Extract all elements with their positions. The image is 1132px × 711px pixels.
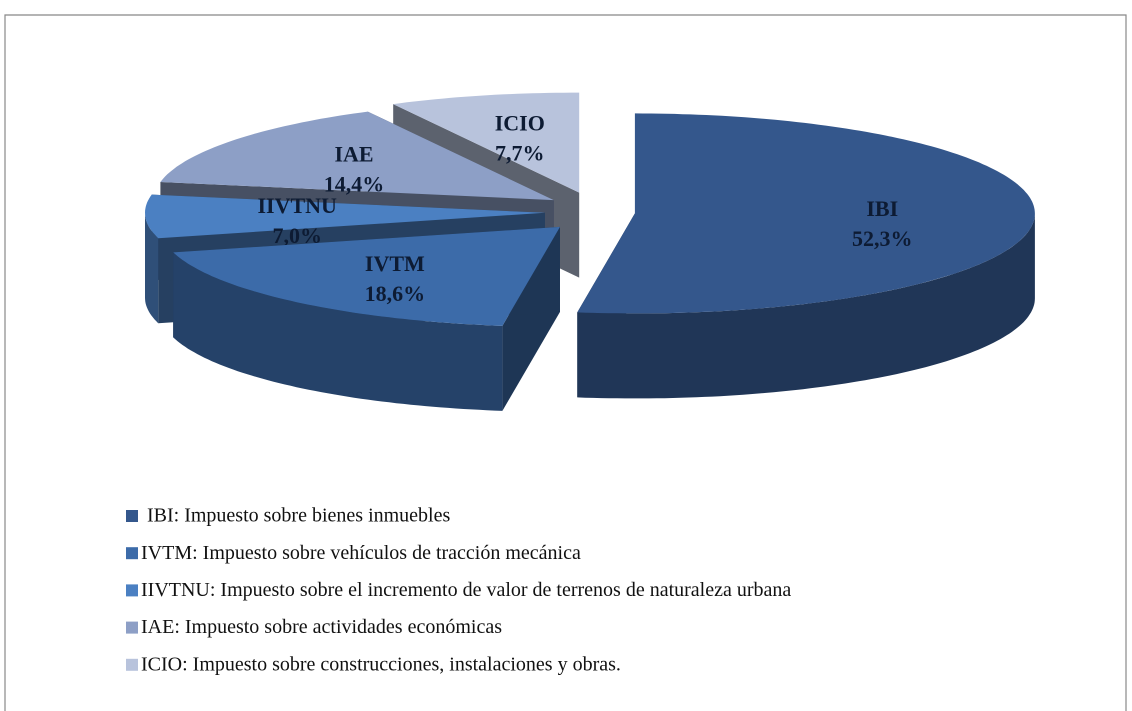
legend-swatch <box>126 584 138 597</box>
slice <box>577 113 1035 314</box>
slice-label: IBI <box>866 196 898 221</box>
legend-label: ICIO: Impuesto sobre construcciones, ins… <box>141 653 621 675</box>
slice-label: IIVTNU <box>257 193 337 218</box>
legend-label: IIVTNU: Impuesto sobre el incremento de … <box>141 579 791 601</box>
slice <box>160 111 554 201</box>
slice-label: IAE <box>334 141 373 166</box>
legend-swatch <box>126 547 138 560</box>
legend-label: IAE: Impuesto sobre actividades económic… <box>141 616 502 638</box>
chart-frame <box>4 14 1127 711</box>
slice-value-label: 18,6% <box>365 281 426 306</box>
legend-swatch <box>126 510 138 522</box>
legend-swatch <box>126 621 138 634</box>
slice-label: ICIO <box>495 110 545 135</box>
slice-label: IVTM <box>365 251 425 276</box>
slice <box>145 194 545 239</box>
legend-label: IVTM: Impuesto sobre vehículos de tracci… <box>141 542 581 564</box>
slice-side <box>173 252 503 411</box>
legend-label: IBI: Impuesto sobre bienes inmuebles <box>147 505 450 527</box>
slice-value-label: 7,7% <box>495 140 545 165</box>
slice <box>173 226 560 326</box>
legend-swatch <box>126 658 138 671</box>
slice-side <box>145 212 159 324</box>
slice <box>393 92 580 193</box>
slice-side <box>577 213 1035 399</box>
slice-value-label: 52,3% <box>852 226 913 251</box>
slice-value-label: 14,4% <box>324 171 385 196</box>
